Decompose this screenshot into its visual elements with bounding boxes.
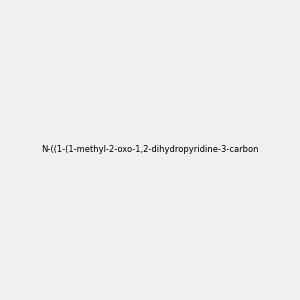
Text: N-((1-(1-methyl-2-oxo-1,2-dihydropyridine-3-carbon: N-((1-(1-methyl-2-oxo-1,2-dihydropyridin… [41, 146, 259, 154]
